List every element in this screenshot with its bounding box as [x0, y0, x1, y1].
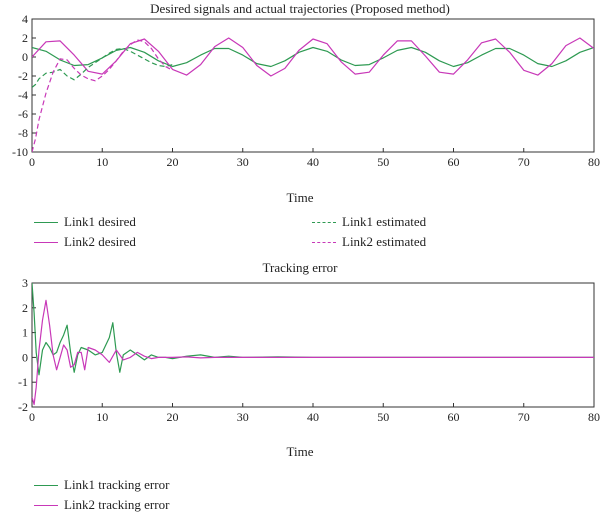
chart1-x-tick-label: 40	[307, 155, 319, 169]
chart2-series-link2-tracking-error	[32, 299, 594, 406]
chart1-series-link1-desired	[32, 46, 594, 68]
chart1-x-tick-label: 50	[377, 155, 389, 169]
chart2-y-tick-label: -2	[18, 400, 28, 414]
chart1-y-tick-label: -4	[18, 88, 28, 102]
chart2-y-tick-label: 1	[22, 326, 28, 340]
legend-link2-desired: Link2 desired	[34, 234, 136, 250]
chart2-x-tick-label: 70	[518, 410, 530, 424]
chart1-x-tick-label: 20	[167, 155, 179, 169]
chart1-y-tick-label: -8	[18, 126, 28, 140]
chart1-x-tick-label: 60	[448, 155, 460, 169]
chart1-x-axis-label: Time	[286, 190, 314, 205]
legend-label-link2-desired: Link2 desired	[64, 234, 136, 249]
legend-label-link2-estimated: Link2 estimated	[342, 234, 427, 249]
chart1-series-link2-estimated	[32, 39, 173, 152]
legend-label-link1-tracking-error: Link1 tracking error	[64, 477, 170, 492]
chart1-y-tick-label: 0	[22, 50, 28, 64]
chart2-x-tick-label: 10	[96, 410, 108, 424]
legend-swatch-link2-tracking-error	[34, 504, 58, 506]
chart2-x-tick-label: 80	[588, 410, 600, 424]
chart1-title: Desired signals and actual trajectories …	[150, 1, 450, 16]
chart1-x-tick-label: 0	[29, 155, 35, 169]
legend-link2-tracking-error: Link2 tracking error	[34, 497, 169, 513]
legend-link1-desired: Link1 desired	[34, 214, 136, 230]
chart1-y-tick-label: -6	[18, 107, 28, 121]
chart2-x-tick-label: 40	[307, 410, 319, 424]
chart2-series-link1-tracking-error	[32, 283, 594, 376]
chart2-x-tick-label: 50	[377, 410, 389, 424]
legend-link1-estimated: Link1 estimated	[312, 214, 426, 230]
chart2-plot-frame	[31, 282, 595, 408]
chart1-x-tick-label: 30	[237, 155, 249, 169]
chart2-plot: 0 10 20 30 40 50 60 70 80 -2 -1 0 1 2 3	[18, 276, 600, 424]
chart1-x-tick-label: 70	[518, 155, 530, 169]
legend-swatch-link1-tracking-error	[34, 484, 58, 486]
chart2-y-tick-label: 0	[22, 350, 28, 364]
chart2-x-tick-label: 30	[237, 410, 249, 424]
chart2-x-axis-label: Time	[286, 444, 314, 459]
chart2-y-tick-label: -1	[18, 375, 28, 389]
chart1-x-tick-label: 80	[588, 155, 600, 169]
legend-swatch-link2-desired	[34, 241, 58, 243]
chart1-series-link2-desired	[32, 37, 594, 77]
chart2-x-tick-label: 20	[167, 410, 179, 424]
chart1-y-tick-label: -10	[12, 145, 28, 159]
chart2-x-tick-label: 60	[448, 410, 460, 424]
legend-label-link2-tracking-error: Link2 tracking error	[64, 497, 170, 512]
legend-label-link1-desired: Link1 desired	[64, 214, 136, 229]
chart1-plot: 0 10 20 30 40 50 60 70 80 -10 -8 -6 -4 -2 0 2 4	[12, 12, 600, 169]
legend-link2-estimated: Link2 estimated	[312, 234, 426, 250]
legend-label-link1-estimated: Link1 estimated	[342, 214, 427, 229]
chart2-y-tick-label: 3	[22, 276, 28, 290]
legend-swatch-link2-estimated	[312, 241, 336, 243]
chart1-y-tick-label: -2	[18, 69, 28, 83]
chart1-y-tick-label: 2	[22, 31, 28, 45]
legend-link1-tracking-error: Link1 tracking error	[34, 477, 169, 493]
legend-swatch-link1-estimated	[312, 221, 336, 223]
chart1-series-link1-estimated	[32, 47, 173, 88]
chart1-y-tick-label: 4	[22, 12, 28, 26]
chart2-x-tick-label: 0	[29, 410, 35, 424]
chart1-x-tick-label: 10	[96, 155, 108, 169]
legend-swatch-link1-desired	[34, 221, 58, 223]
chart2-y-tick-label: 2	[22, 301, 28, 315]
chart2-title: Tracking error	[262, 260, 338, 275]
